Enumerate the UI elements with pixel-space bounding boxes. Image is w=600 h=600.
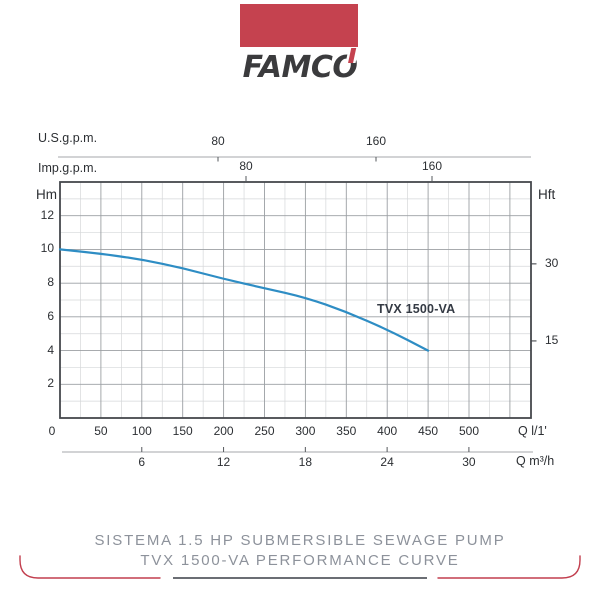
- curve-label: TVX 1500-VA: [377, 302, 456, 316]
- q-lmin-axis-label: Q l/1': [518, 424, 547, 438]
- chart-path: [437, 555, 581, 579]
- plot-frame: [59, 181, 532, 419]
- hft-axis-label: Hft: [538, 187, 556, 202]
- q-m3h-axis-label: Q m³/h: [516, 454, 555, 468]
- brand-wordmark: FAMCO: [242, 48, 358, 85]
- footer: SISTEMA 1.5 HP SUBMERSIBLE SEWAGE PUMP T…: [0, 531, 600, 571]
- pump-curve: [58, 248, 430, 352]
- chart-path: [19, 555, 161, 579]
- us-gpm-axis-label: U.S.g.p.m.: [38, 131, 98, 145]
- logo-mark: [240, 4, 358, 47]
- hm-axis-label: Hm: [36, 187, 57, 202]
- brand-text: FAMCO: [242, 50, 358, 85]
- imp-gpm-axis-label: Imp.g.p.m.: [38, 161, 98, 175]
- footer-title-line2: TVX 1500-VA PERFORMANCE CURVE: [140, 552, 460, 569]
- footer-title-line1: SISTEMA 1.5 HP SUBMERSIBLE SEWAGE PUMP: [94, 532, 506, 549]
